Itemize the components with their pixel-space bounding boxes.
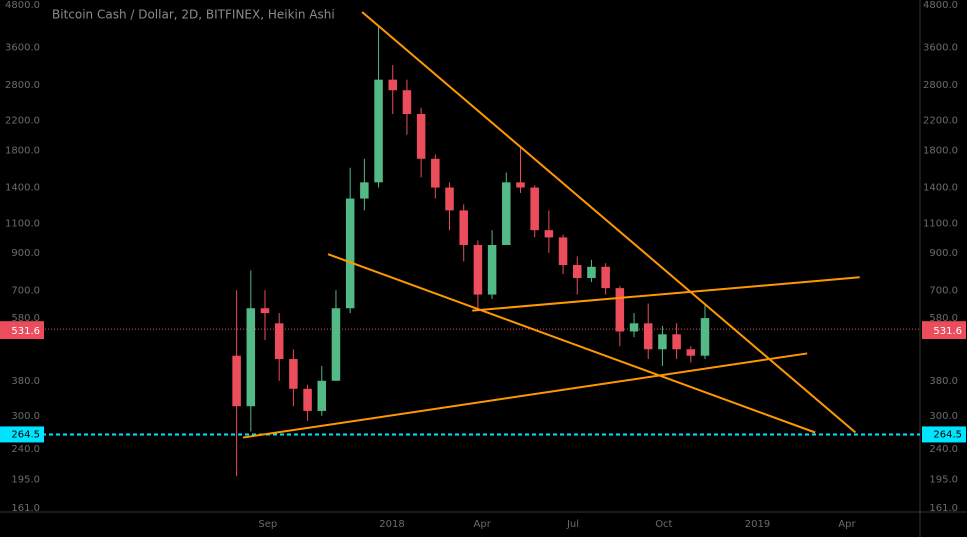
x-tick-label: Jul xyxy=(566,519,579,530)
candle-body xyxy=(544,230,554,238)
y-tick-label-left: 2800.0 xyxy=(5,80,40,91)
price-label-box-left xyxy=(0,323,44,340)
y-tick-label-right: 580.0 xyxy=(929,313,958,324)
y-tick-label-left: 161.0 xyxy=(11,503,40,514)
x-tick-label: Oct xyxy=(655,519,672,530)
candle-body xyxy=(274,323,284,360)
price-label-box-right xyxy=(922,323,966,340)
y-tick-label-right: 700.0 xyxy=(929,285,958,296)
candle-body xyxy=(260,308,270,314)
y-tick-label-left: 900.0 xyxy=(11,248,40,259)
candle-body xyxy=(615,288,625,332)
candle-body xyxy=(473,245,483,295)
x-tick-label: Apr xyxy=(474,519,492,530)
candle-body xyxy=(459,210,468,246)
candle-body xyxy=(487,245,497,295)
y-tick-label-right: 240.0 xyxy=(929,444,958,455)
y-tick-label-left: 1800.0 xyxy=(5,145,40,156)
y-tick-label-right: 900.0 xyxy=(929,248,958,259)
y-tick-label-right: 2200.0 xyxy=(923,116,958,127)
y-tick-label-left: 300.0 xyxy=(11,411,40,422)
y-tick-label-right: 2800.0 xyxy=(923,80,958,91)
y-tick-label-right: 3600.0 xyxy=(923,43,958,54)
candle-body xyxy=(658,334,667,350)
candle-body xyxy=(686,349,696,356)
y-tick-label-right: 380.0 xyxy=(929,376,958,387)
y-tick-label-left: 380.0 xyxy=(11,376,40,387)
x-tick-label: Apr xyxy=(838,519,856,530)
candle-body xyxy=(558,237,568,266)
candle-body xyxy=(345,198,355,309)
y-tick-label-left: 580.0 xyxy=(11,313,40,324)
y-tick-label-left: 4800.0 xyxy=(5,0,40,11)
y-tick-label-left: 1400.0 xyxy=(5,183,40,194)
candle-body xyxy=(629,323,639,332)
trendline xyxy=(361,11,857,434)
y-tick-label-left: 700.0 xyxy=(11,285,40,296)
candle-body xyxy=(303,388,312,411)
y-tick-label-right: 1100.0 xyxy=(923,218,958,229)
candle-body xyxy=(643,323,653,350)
price-label-left: 531.6 xyxy=(11,326,40,337)
candle-body xyxy=(402,90,412,115)
candle-body xyxy=(672,334,681,350)
x-tick-label: 2018 xyxy=(379,519,404,530)
candle-body xyxy=(601,266,610,289)
price-label-left: 264.5 xyxy=(11,429,40,440)
candle-body xyxy=(289,359,298,389)
y-tick-label-left: 3600.0 xyxy=(5,43,40,54)
y-tick-label-right: 4800.0 xyxy=(923,0,958,11)
y-tick-label-right: 1400.0 xyxy=(923,183,958,194)
candle-body xyxy=(573,265,582,279)
candle-body xyxy=(445,187,454,211)
trendline xyxy=(327,253,816,434)
candle-body xyxy=(360,182,369,199)
y-tick-label-right: 161.0 xyxy=(929,503,958,514)
y-tick-label-left: 195.0 xyxy=(11,475,40,486)
x-tick-label: Sep xyxy=(258,519,277,530)
candle-body xyxy=(530,187,539,231)
price-label-box-left xyxy=(0,426,44,443)
candle-body xyxy=(317,380,327,411)
y-tick-label-left: 240.0 xyxy=(11,444,40,455)
candle-body xyxy=(246,308,256,407)
y-tick-label-right: 195.0 xyxy=(929,475,958,486)
y-tick-label-right: 300.0 xyxy=(929,411,958,422)
candle-body xyxy=(431,158,440,188)
price-label-right: 264.5 xyxy=(933,429,962,440)
price-label-right: 531.6 xyxy=(933,326,962,337)
y-tick-label-left: 1100.0 xyxy=(5,218,40,229)
trendline xyxy=(242,352,808,439)
candle-body xyxy=(388,79,397,91)
candle-body xyxy=(331,308,341,381)
candle-body xyxy=(502,182,511,246)
candle-body xyxy=(700,318,710,356)
price-label-box-right xyxy=(922,426,966,443)
y-tick-label-right: 1800.0 xyxy=(923,145,958,156)
x-tick-label: 2019 xyxy=(745,519,770,530)
candle-body xyxy=(587,266,596,279)
candle-body xyxy=(416,114,426,159)
candle-body xyxy=(232,355,241,407)
chart-title: Bitcoin Cash / Dollar, 2D, BITFINEX, Hei… xyxy=(52,8,335,22)
trendline xyxy=(472,276,860,312)
candle-body xyxy=(374,79,383,183)
y-tick-label-left: 2200.0 xyxy=(5,116,40,127)
candle-body xyxy=(516,182,525,188)
